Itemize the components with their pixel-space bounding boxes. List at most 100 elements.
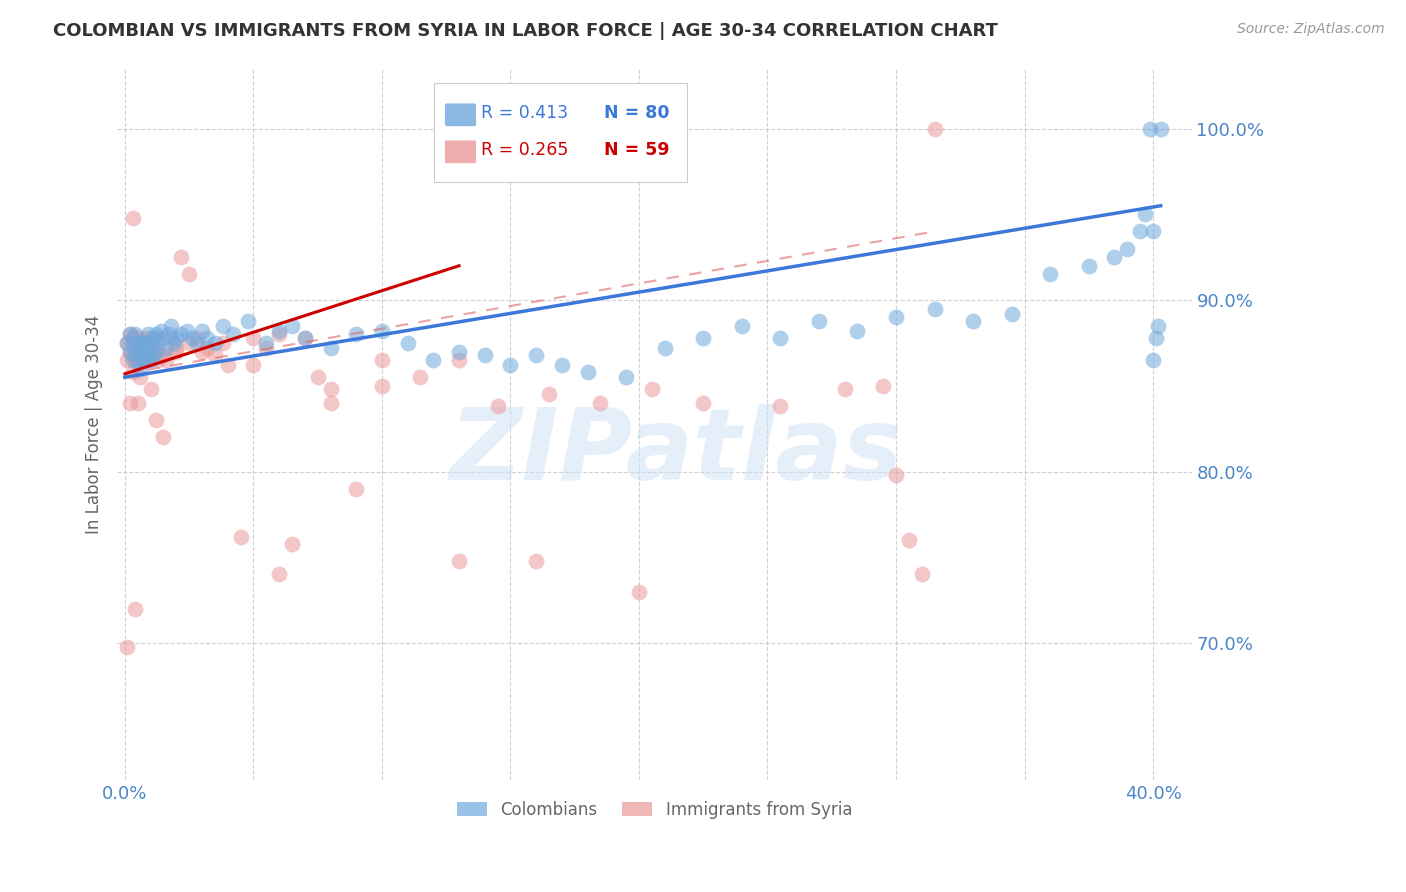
Point xyxy=(117,335,139,350)
Point xyxy=(551,358,574,372)
Point xyxy=(127,396,149,410)
Point xyxy=(1147,318,1170,333)
Point xyxy=(132,335,155,350)
Point xyxy=(186,335,208,350)
Point xyxy=(142,348,165,362)
Point xyxy=(211,335,233,350)
Point xyxy=(148,335,170,350)
Point xyxy=(447,554,470,568)
Point xyxy=(124,601,146,615)
Point xyxy=(139,335,162,350)
Point xyxy=(134,348,156,362)
Point xyxy=(117,335,139,350)
Point xyxy=(152,348,174,362)
Point xyxy=(1142,353,1164,368)
Point xyxy=(118,327,141,342)
Point xyxy=(165,344,187,359)
Point xyxy=(145,331,167,345)
Point xyxy=(371,379,394,393)
Point xyxy=(1150,121,1173,136)
Point xyxy=(222,327,245,342)
Point xyxy=(281,536,304,550)
Point xyxy=(307,370,329,384)
Point xyxy=(134,331,156,345)
Point xyxy=(170,327,193,342)
Point xyxy=(1039,268,1062,282)
Point xyxy=(319,382,342,396)
Point xyxy=(118,327,141,342)
Point xyxy=(217,358,239,372)
Point xyxy=(134,335,156,350)
Point xyxy=(499,358,522,372)
Point xyxy=(139,353,162,368)
Point xyxy=(121,211,143,225)
Point xyxy=(152,331,174,345)
Point xyxy=(1144,331,1167,345)
Point xyxy=(1077,259,1099,273)
Point xyxy=(254,335,277,350)
Point xyxy=(1129,224,1152,238)
Text: R = 0.413: R = 0.413 xyxy=(481,104,568,122)
Point xyxy=(136,335,159,350)
Point xyxy=(195,331,218,345)
Point xyxy=(127,353,149,368)
Point xyxy=(145,344,167,359)
Point xyxy=(589,396,612,410)
Point xyxy=(118,396,141,410)
Point xyxy=(117,640,139,654)
Point xyxy=(897,533,920,548)
Point xyxy=(170,250,193,264)
Point xyxy=(132,335,155,350)
Point xyxy=(149,324,172,338)
Point xyxy=(124,344,146,359)
Legend: Colombians, Immigrants from Syria: Colombians, Immigrants from Syria xyxy=(450,794,859,825)
Point xyxy=(124,335,146,350)
Point xyxy=(179,335,201,350)
Point xyxy=(884,468,907,483)
Point xyxy=(576,365,599,379)
Point xyxy=(155,341,177,355)
Point xyxy=(136,353,159,368)
Point xyxy=(139,382,162,396)
Point xyxy=(524,554,547,568)
Point xyxy=(1135,207,1157,221)
Point xyxy=(142,344,165,359)
Point xyxy=(134,353,156,368)
Point xyxy=(294,331,316,345)
Point xyxy=(148,353,170,368)
Point xyxy=(769,331,792,345)
Point xyxy=(447,344,470,359)
Point xyxy=(1104,250,1126,264)
Point xyxy=(145,413,167,427)
Point xyxy=(163,335,186,350)
FancyBboxPatch shape xyxy=(444,140,477,163)
Text: ZIPatlas: ZIPatlas xyxy=(450,404,903,501)
Point xyxy=(129,353,152,368)
Point xyxy=(195,341,218,355)
Point xyxy=(447,353,470,368)
Point xyxy=(139,348,162,362)
Point xyxy=(1001,307,1024,321)
Point xyxy=(731,318,754,333)
Point xyxy=(204,348,226,362)
Text: R = 0.265: R = 0.265 xyxy=(481,141,569,160)
Point xyxy=(165,331,187,345)
Point xyxy=(129,335,152,350)
Point xyxy=(344,327,367,342)
Point xyxy=(129,370,152,384)
Point xyxy=(121,335,143,350)
Point xyxy=(319,341,342,355)
Point xyxy=(142,331,165,345)
Point xyxy=(229,530,252,544)
Point xyxy=(118,344,141,359)
Point xyxy=(884,310,907,325)
Point xyxy=(165,341,187,355)
Point xyxy=(121,331,143,345)
Point xyxy=(176,324,198,338)
Point xyxy=(121,348,143,362)
Point xyxy=(160,331,183,345)
Point xyxy=(145,327,167,342)
Point xyxy=(1116,242,1139,256)
Point xyxy=(269,567,291,582)
Text: N = 80: N = 80 xyxy=(605,104,669,122)
